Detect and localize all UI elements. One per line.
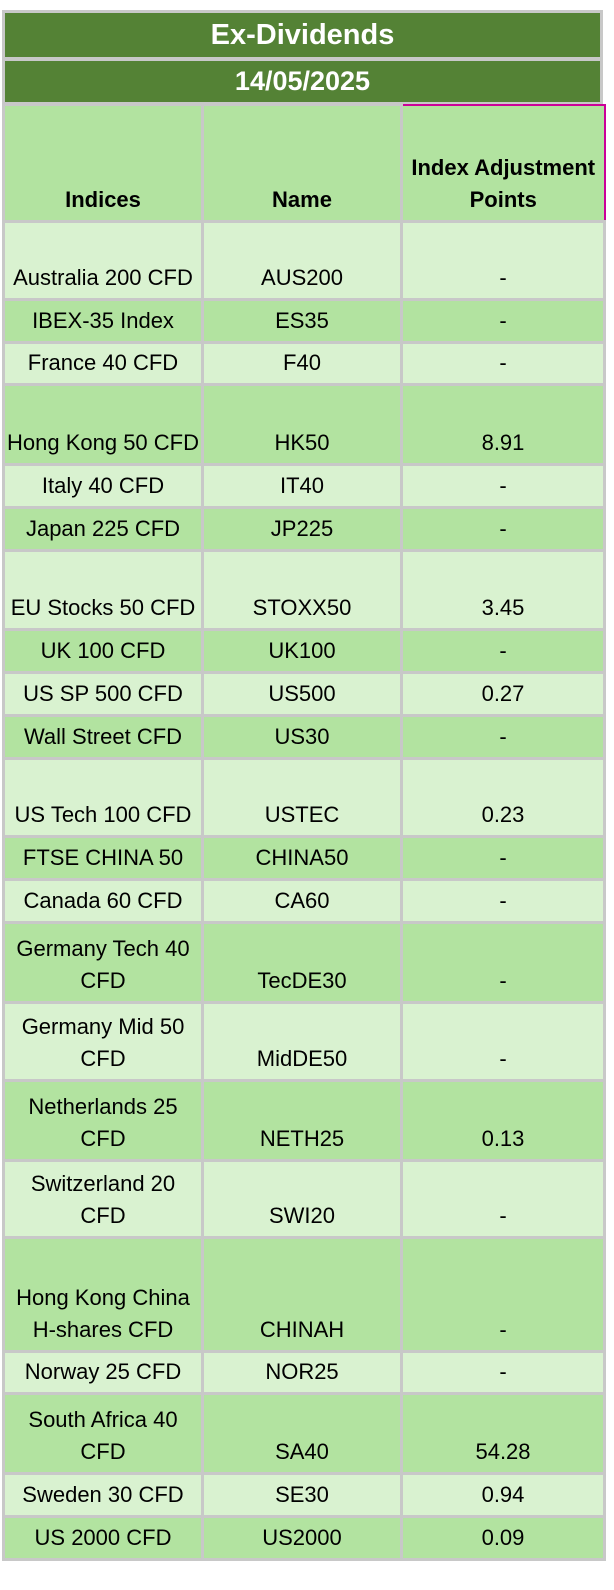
cell-adjustment-points[interactable]: 0.94 [400,1472,606,1518]
cell-index[interactable]: Netherlands 25 CFD [2,1079,204,1162]
table-row: Netherlands 25 CFD NETH25 0.13 [2,1079,606,1162]
cell-index[interactable]: France 40 CFD [2,341,204,386]
cell-index[interactable]: IBEX-35 Index [2,298,204,344]
cell-name[interactable]: SA40 [201,1392,403,1475]
cell-name[interactable]: UK100 [201,628,403,674]
cell-index[interactable]: Germany Mid 50 CFD [2,1001,204,1082]
cell-index[interactable]: Switzerland 20 CFD [2,1159,204,1239]
cell-adjustment-points[interactable]: 3.45 [400,549,606,631]
cell-index[interactable]: US SP 500 CFD [2,671,204,717]
ex-dividends-table: Indices Name Index Adjustment Points Aus… [2,103,606,1561]
cell-adjustment-points[interactable]: - [400,835,606,881]
table-row: South Africa 40 CFD SA40 54.28 [2,1392,606,1475]
cell-index[interactable]: Hong Kong China H-shares CFD [2,1236,204,1353]
cell-name[interactable]: IT40 [201,463,403,509]
cell-name[interactable]: ES35 [201,298,403,344]
sheet-title: Ex-Dividends [2,10,603,60]
cell-index[interactable]: UK 100 CFD [2,628,204,674]
sheet-date: 14/05/2025 [2,58,603,105]
cell-adjustment-points[interactable]: - [400,628,606,674]
cell-name[interactable]: MidDE50 [201,1001,403,1082]
cell-index[interactable]: Australia 200 CFD [2,220,204,301]
cell-name[interactable]: STOXX50 [201,549,403,631]
header-row: Indices Name Index Adjustment Points [2,103,606,223]
cell-adjustment-points[interactable]: 54.28 [400,1392,606,1475]
cell-name[interactable]: CHINA50 [201,835,403,881]
cell-index[interactable]: Canada 60 CFD [2,878,204,924]
cell-name[interactable]: TecDE30 [201,921,403,1004]
table-row: Sweden 30 CFD SE30 0.94 [2,1472,606,1518]
table-row: Italy 40 CFD IT40- [2,463,606,509]
table-body: Australia 200 CFD AUS200- IBEX-35 Index ES3… [2,220,606,1561]
cell-adjustment-points[interactable]: - [400,714,606,760]
table-row: US SP 500 CFD US500 0.27 [2,671,606,717]
cell-name[interactable]: HK50 [201,383,403,466]
header-adjustment-points[interactable]: Index Adjustment Points [400,103,606,223]
cell-adjustment-points[interactable]: - [400,1350,606,1395]
table-row: US 2000 CFD US2000 0.09 [2,1515,606,1561]
cell-index[interactable]: US 2000 CFD [2,1515,204,1561]
cell-index[interactable]: Hong Kong 50 CFD [2,383,204,466]
cell-adjustment-points[interactable]: - [400,878,606,924]
table-row: UK 100 CFD UK100- [2,628,606,674]
cell-index[interactable]: Germany Tech 40 CFD [2,921,204,1004]
cell-adjustment-points[interactable]: 8.91 [400,383,606,466]
cell-adjustment-points[interactable]: - [400,463,606,509]
table-row: Japan 225 CFD JP225- [2,506,606,552]
cell-index[interactable]: Italy 40 CFD [2,463,204,509]
table-row: Australia 200 CFD AUS200- [2,220,606,301]
cell-adjustment-points[interactable]: - [400,1159,606,1239]
cell-name[interactable]: US30 [201,714,403,760]
cell-name[interactable]: US500 [201,671,403,717]
cell-name[interactable]: SWI20 [201,1159,403,1239]
cell-adjustment-points[interactable]: 0.13 [400,1079,606,1162]
table-row: Germany Tech 40 CFD TecDE30- [2,921,606,1004]
table-row: France 40 CFD F40- [2,341,606,386]
cell-adjustment-points[interactable]: - [400,341,606,386]
header-name[interactable]: Name [201,103,403,223]
cell-adjustment-points[interactable]: - [400,220,606,301]
cell-index[interactable]: Wall Street CFD [2,714,204,760]
table-row: Canada 60 CFD CA60- [2,878,606,924]
cell-name[interactable]: AUS200 [201,220,403,301]
table-row: Hong Kong 50 CFD HK50 8.91 [2,383,606,466]
cell-name[interactable]: SE30 [201,1472,403,1518]
cell-index[interactable]: FTSE CHINA 50 [2,835,204,881]
table-row: EU Stocks 50 CFD STOXX50 3.45 [2,549,606,631]
cell-adjustment-points[interactable]: - [400,1001,606,1082]
table-row: Hong Kong China H-shares CFD CHINAH - [2,1236,606,1353]
table-row: Germany Mid 50 CFD MidDE50- [2,1001,606,1082]
cell-index[interactable]: Sweden 30 CFD [2,1472,204,1518]
header-indices[interactable]: Indices [2,103,204,223]
cell-name[interactable]: F40 [201,341,403,386]
cell-index[interactable]: South Africa 40 CFD [2,1392,204,1475]
table-row: FTSE CHINA 50 CHINA50- [2,835,606,881]
table-row: US Tech 100 CFD USTEC 0.23 [2,757,606,838]
cell-adjustment-points[interactable]: - [400,921,606,1004]
cell-index[interactable]: Norway 25 CFD [2,1350,204,1395]
cell-name[interactable]: NETH25 [201,1079,403,1162]
cell-adjustment-points[interactable]: 0.23 [400,757,606,838]
cell-name[interactable]: JP225 [201,506,403,552]
cell-name[interactable]: CA60 [201,878,403,924]
cell-adjustment-points[interactable]: 0.27 [400,671,606,717]
table-row: Switzerland 20 CFD SWI20- [2,1159,606,1239]
cell-adjustment-points[interactable]: - [400,1236,606,1353]
cell-adjustment-points[interactable]: - [400,506,606,552]
cell-name[interactable]: NOR25 [201,1350,403,1395]
table-row: IBEX-35 Index ES35- [2,298,606,344]
table-row: Wall Street CFD US30- [2,714,606,760]
table-row: Norway 25 CFD NOR25- [2,1350,606,1395]
cell-name[interactable]: CHINAH [201,1236,403,1353]
cell-name[interactable]: USTEC [201,757,403,838]
cell-index[interactable]: EU Stocks 50 CFD [2,549,204,631]
cell-name[interactable]: US2000 [201,1515,403,1561]
cell-index[interactable]: Japan 225 CFD [2,506,204,552]
cell-adjustment-points[interactable]: 0.09 [400,1515,606,1561]
cell-index[interactable]: US Tech 100 CFD [2,757,204,838]
cell-adjustment-points[interactable]: - [400,298,606,344]
